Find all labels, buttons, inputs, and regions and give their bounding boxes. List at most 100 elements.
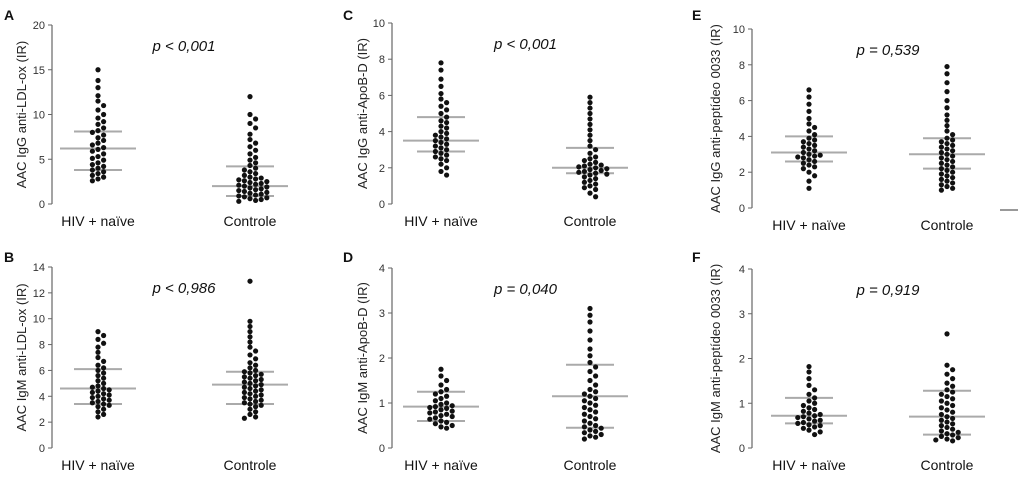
x-category-label: Controle [564,213,617,229]
data-point [587,306,592,311]
data-point [950,384,955,389]
data-point [101,112,106,117]
x-category-label: HIV + naïve [61,457,135,473]
data-point [944,118,949,123]
data-point [593,435,598,440]
data-point [812,401,817,406]
data-point [101,386,106,391]
data-point [950,432,955,437]
panel-f: F 0 1 2 3 4 AAC IgM anti-peptídeo 0033 (IR) p =… [692,249,985,473]
data-point [242,400,247,405]
data-point [438,140,443,145]
data-point [253,409,258,414]
data-point [801,161,806,166]
data-point [806,141,811,146]
y-tick-label: 8 [739,60,745,72]
data-point [259,372,264,377]
data-point [939,188,944,193]
data-point [801,155,806,160]
y-axis-label: AAC IgG anti-ApoB-D (IR) [355,38,370,189]
data-point [438,367,443,372]
data-point [236,183,241,188]
data-point [438,413,443,418]
data-point [247,365,252,370]
data-point [587,138,592,143]
data-point [438,373,443,378]
data-point [438,60,443,65]
data-point [818,412,823,417]
data-point [253,363,258,368]
data-point [95,389,100,394]
data-point [593,154,598,159]
data-point [599,168,604,173]
data-point [247,407,252,412]
data-point [944,381,949,386]
y-tick-label: 0 [739,203,745,215]
x-category-label: HIV + naïve [61,213,135,229]
data-point [806,369,811,374]
y-axis-label: AAC IgM anti-LDL-ox (IR) [14,283,29,431]
data-point [587,360,592,365]
data-point [801,414,806,419]
panel-label: F [692,249,701,265]
data-point [587,337,592,342]
data-point [438,111,443,116]
panel-label: E [692,7,701,23]
data-point [433,421,438,426]
data-point [101,103,106,108]
data-point [582,398,587,403]
data-point [806,179,811,184]
data-point [438,77,443,82]
data-point [247,396,252,401]
data-point [944,419,949,424]
data-point [950,403,955,408]
y-tick-label: 5 [39,154,45,166]
data-point [259,197,264,202]
data-point [812,143,817,148]
data-point [253,155,258,160]
data-point [587,414,592,419]
data-point [242,379,247,384]
data-point [939,171,944,176]
data-point [247,196,252,201]
data-point [101,412,106,417]
data-point [259,392,264,397]
y-tick-label: 6 [39,365,45,377]
data-point [247,386,252,391]
data-point [247,324,252,329]
data-point [95,166,100,171]
data-point [247,381,252,386]
y-tick-label: 0 [39,443,45,455]
data-point [101,138,106,143]
data-point [801,409,806,414]
data-point [444,120,449,125]
data-point [95,404,100,409]
data-point [444,136,449,141]
data-point [593,423,598,428]
data-point [247,191,252,196]
data-point [576,164,581,169]
data-point [944,184,949,189]
data-point [259,192,264,197]
data-point [107,387,112,392]
data-point [604,166,609,171]
data-point [95,122,100,127]
data-point [587,378,592,383]
data-point [101,381,106,386]
data-point [101,158,106,163]
data-point [247,132,252,137]
data-point [107,398,112,403]
y-tick-label: 12 [33,288,45,300]
data-point [944,146,949,151]
data-point [247,163,252,168]
data-point [593,403,598,408]
data-point [795,421,800,426]
data-point [95,147,100,152]
data-point [90,130,95,135]
y-tick-label: 2 [739,167,745,179]
data-point [806,398,811,403]
data-point [427,410,432,415]
data-point [95,176,100,181]
data-point [101,401,106,406]
data-point [264,195,269,200]
